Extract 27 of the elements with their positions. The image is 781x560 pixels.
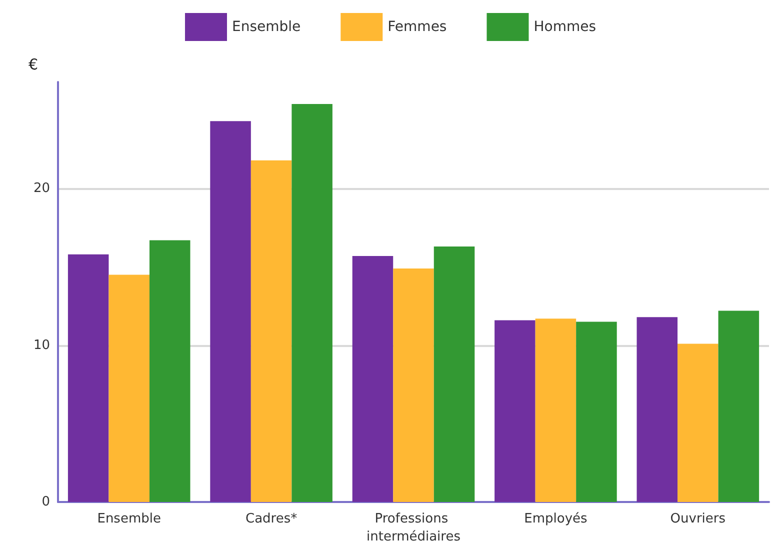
bar [718, 310, 760, 502]
y-tick-label: 20 [33, 181, 50, 196]
bar [434, 246, 475, 502]
bar [250, 160, 292, 502]
x-tick-label: Ouvriers [670, 512, 726, 526]
x-tick-label: Employés [524, 512, 588, 526]
x-tick-label: Cadres* [245, 512, 298, 526]
bar [108, 274, 150, 502]
legend-label: Ensemble [232, 19, 301, 35]
bar [494, 320, 536, 502]
legend-label: Hommes [534, 19, 596, 35]
bar [149, 240, 190, 502]
bar [352, 256, 394, 502]
y-tick-label: 0 [42, 494, 50, 510]
x-tick-label: Ensemble [97, 512, 161, 526]
y-axis-title: € [28, 56, 38, 74]
legend-label: Femmes [388, 19, 447, 35]
bar [678, 344, 718, 502]
bar [535, 318, 576, 502]
bar [393, 268, 434, 502]
bar [68, 254, 109, 502]
x-tick-label: Professions intermédiaires [366, 512, 461, 544]
y-tick-label: 10 [33, 338, 50, 353]
bar [210, 121, 251, 502]
bar [292, 104, 332, 502]
bar [636, 317, 678, 502]
bar [576, 322, 617, 502]
